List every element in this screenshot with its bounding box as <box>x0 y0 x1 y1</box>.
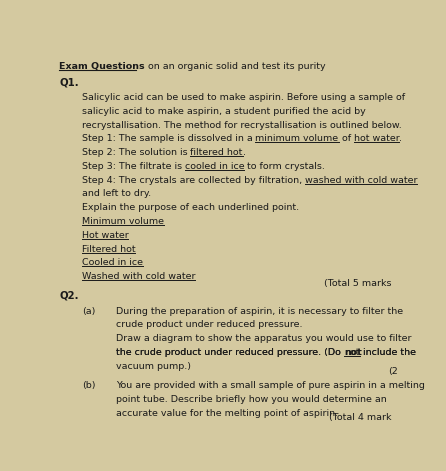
Text: .: . <box>400 134 402 143</box>
Text: Hot water: Hot water <box>82 231 128 240</box>
Text: point tube. Describe briefly how you would determine an: point tube. Describe briefly how you wou… <box>116 395 387 404</box>
Text: Q2.: Q2. <box>59 290 78 300</box>
Text: not: not <box>344 348 359 357</box>
Text: to form crystals.: to form crystals. <box>244 162 325 171</box>
Text: You are provided with a small sample of pure aspirin in a melting: You are provided with a small sample of … <box>116 381 425 390</box>
Text: Draw a diagram to show the apparatus you would use to filter: Draw a diagram to show the apparatus you… <box>116 334 412 343</box>
Text: During the preparation of aspirin, it is necessary to filter the: During the preparation of aspirin, it is… <box>116 307 403 316</box>
Text: salicylic acid to make aspirin, a student purified the acid by: salicylic acid to make aspirin, a studen… <box>82 107 365 116</box>
Text: (a): (a) <box>82 307 95 316</box>
Text: Step 1: The sample is dissolved in a: Step 1: The sample is dissolved in a <box>82 134 256 143</box>
Text: include the: include the <box>359 348 416 357</box>
Text: hot water: hot water <box>354 134 400 143</box>
Text: of: of <box>339 134 354 143</box>
Text: the crude product under reduced pressure. (Do: the crude product under reduced pressure… <box>116 348 344 357</box>
Text: Step 2: The solution is: Step 2: The solution is <box>82 148 190 157</box>
Text: the crude product under reduced pressure. (Do: the crude product under reduced pressure… <box>116 348 344 357</box>
Text: Cooled in ice: Cooled in ice <box>82 259 143 268</box>
Text: recrystallisation. The method for recrystallisation is outlined below.: recrystallisation. The method for recrys… <box>82 121 401 130</box>
Text: on an organic solid and test its purity: on an organic solid and test its purity <box>136 62 326 71</box>
Text: and left to dry.: and left to dry. <box>82 189 151 198</box>
Text: washed with cold water: washed with cold water <box>305 176 417 185</box>
Text: (Total 5 marks: (Total 5 marks <box>323 279 391 288</box>
Text: Step 3: The filtrate is: Step 3: The filtrate is <box>82 162 185 171</box>
Text: (b): (b) <box>82 381 95 390</box>
Text: not: not <box>344 348 362 357</box>
Text: Salicylic acid can be used to make aspirin. Before using a sample of: Salicylic acid can be used to make aspir… <box>82 93 405 102</box>
Text: accurate value for the melting point of aspirin.: accurate value for the melting point of … <box>116 408 339 418</box>
Text: Exam Questions: Exam Questions <box>59 62 145 71</box>
Text: crude product under reduced pressure.: crude product under reduced pressure. <box>116 320 303 329</box>
Text: Minimum volume: Minimum volume <box>82 217 164 226</box>
Text: minimum volume: minimum volume <box>256 134 339 143</box>
Text: Washed with cold water: Washed with cold water <box>82 272 195 281</box>
Text: include the: include the <box>359 348 416 357</box>
Text: cooled in ice: cooled in ice <box>185 162 244 171</box>
Text: filtered hot: filtered hot <box>190 148 243 157</box>
Text: Step 4: The crystals are collected by filtration,: Step 4: The crystals are collected by fi… <box>82 176 305 185</box>
Text: (Total 4 mark: (Total 4 mark <box>329 413 391 422</box>
Text: vacuum pump.): vacuum pump.) <box>116 362 191 371</box>
Text: (2: (2 <box>388 367 398 376</box>
Text: Explain the purpose of each underlined point.: Explain the purpose of each underlined p… <box>82 203 299 212</box>
Text: Filtered hot: Filtered hot <box>82 244 135 253</box>
Text: .: . <box>243 148 246 157</box>
Text: Q1.: Q1. <box>59 77 79 87</box>
